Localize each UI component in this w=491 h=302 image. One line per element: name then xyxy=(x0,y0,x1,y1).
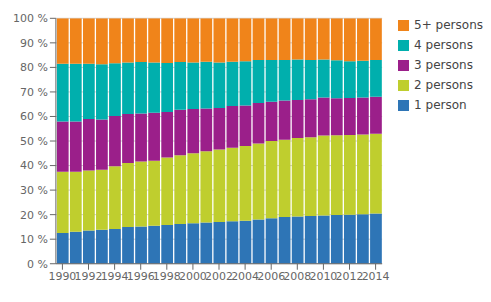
svg-text:90 %: 90 % xyxy=(20,37,48,50)
svg-text:2008: 2008 xyxy=(283,270,311,283)
svg-text:100 %: 100 % xyxy=(13,12,48,25)
html-text:4 persons: 4 persons xyxy=(414,38,473,52)
svg-text:2006: 2006 xyxy=(257,270,285,283)
svg-text:1990: 1990 xyxy=(48,270,76,283)
svg-text:2000: 2000 xyxy=(179,270,207,283)
svg-text:40 %: 40 % xyxy=(20,159,48,172)
svg-text:1992: 1992 xyxy=(75,270,103,283)
svg-text:2014: 2014 xyxy=(362,270,390,283)
svg-text:60 %: 60 % xyxy=(20,110,48,123)
svg-text:0 %: 0 % xyxy=(27,258,48,271)
svg-text:1994: 1994 xyxy=(101,270,129,283)
svg-text:1998: 1998 xyxy=(153,270,181,283)
svg-text:50 %: 50 % xyxy=(20,135,48,148)
svg-text:2010: 2010 xyxy=(309,270,337,283)
svg-text:1996: 1996 xyxy=(127,270,155,283)
svg-text:30 %: 30 % xyxy=(20,184,48,197)
svg-text:2004: 2004 xyxy=(231,270,259,283)
svg-text:20 %: 20 % xyxy=(20,209,48,222)
html-text:1 person: 1 person xyxy=(414,98,467,112)
html-text:3 persons: 3 persons xyxy=(414,58,473,72)
html-text:5+ persons: 5+ persons xyxy=(414,18,483,32)
svg-text:2012: 2012 xyxy=(336,270,364,283)
svg-text:70 %: 70 % xyxy=(20,86,48,99)
svg-text:10 %: 10 % xyxy=(20,233,48,246)
svg-text:2002: 2002 xyxy=(205,270,233,283)
svg-text:80 %: 80 % xyxy=(20,61,48,74)
html-text:2 persons: 2 persons xyxy=(414,78,473,92)
